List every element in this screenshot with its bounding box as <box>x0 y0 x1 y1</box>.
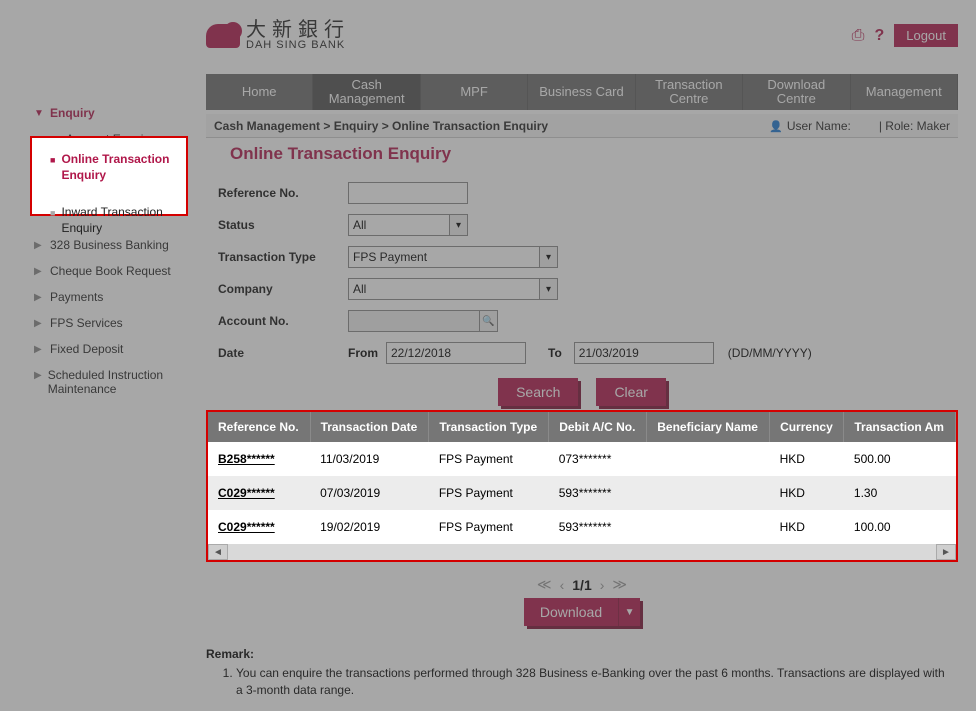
to-label: To <box>548 346 562 360</box>
col-date: Transaction Date <box>310 412 429 442</box>
sidebar-item-scheduled[interactable]: ▶Scheduled Instruction Maintenance <box>34 362 186 402</box>
header: 大新銀行 DAH SING BANK ⎙ ? Logout <box>206 20 958 51</box>
col-ccy: Currency <box>770 412 844 442</box>
pager-prev-icon[interactable]: ‹ <box>560 577 565 593</box>
type-select[interactable] <box>348 246 558 268</box>
sidebar-enquiry[interactable]: ▼ Enquiry <box>34 100 186 126</box>
bullet-icon: ■ <box>50 155 55 165</box>
account-label: Account No. <box>218 314 348 328</box>
sidebar-item-cheque[interactable]: ▶Cheque Book Request <box>34 258 186 284</box>
table-header-row: Reference No. Transaction Date Transacti… <box>208 412 956 442</box>
brand-name-cn: 大新銀行 <box>246 20 350 40</box>
scroll-right-icon[interactable]: ► <box>936 544 956 560</box>
brand-logo: 大新銀行 DAH SING BANK <box>206 20 350 51</box>
chevron-right-icon: ▶ <box>34 344 44 355</box>
reference-input[interactable] <box>348 182 468 204</box>
type-label: Transaction Type <box>218 250 348 264</box>
pager-next-icon[interactable]: › <box>600 577 605 593</box>
chevron-down-icon[interactable]: ▾ <box>539 247 557 267</box>
main-nav: Home Cash Management MPF Business Card T… <box>206 74 958 110</box>
pager-last-icon[interactable]: ≫ <box>612 576 627 593</box>
col-type: Transaction Type <box>429 412 549 442</box>
table-row[interactable]: B258****** 11/03/2019 FPS Payment 073***… <box>208 442 956 476</box>
sidebar-item-inward-trans[interactable]: ■ Inward Transaction Enquiry <box>50 199 180 242</box>
sidebar-item-fps[interactable]: ▶FPS Services <box>34 310 186 336</box>
role-label: | Role: Maker <box>879 119 950 133</box>
breadcrumb: Cash Management > Enquiry > Online Trans… <box>214 119 548 133</box>
page-title: Online Transaction Enquiry <box>230 144 451 164</box>
nav-transaction-centre[interactable]: Transaction Centre <box>636 74 743 110</box>
download-row: Download ▼ <box>206 598 958 626</box>
breadcrumb-bar: Cash Management > Enquiry > Online Trans… <box>206 114 958 138</box>
chevron-right-icon: ▶ <box>34 266 44 277</box>
pager-first-icon[interactable]: ≪ <box>537 576 552 593</box>
nav-home[interactable]: Home <box>206 74 313 110</box>
download-button[interactable]: Download ▼ <box>524 598 640 626</box>
chevron-down-icon[interactable]: ▾ <box>449 215 467 235</box>
print-icon[interactable]: ⎙ <box>852 27 865 45</box>
date-to-input[interactable] <box>574 342 714 364</box>
nav-mpf[interactable]: MPF <box>421 74 528 110</box>
remark: Remark: You can enquire the transactions… <box>206 646 952 698</box>
ref-link[interactable]: B258****** <box>218 452 275 466</box>
horizontal-scrollbar[interactable]: ◄ ► <box>208 544 956 560</box>
date-label: Date <box>218 346 348 360</box>
date-hint: (DD/MM/YYYY) <box>728 346 812 360</box>
ref-label: Reference No. <box>218 186 348 200</box>
sidebar-item-fixed-deposit[interactable]: ▶Fixed Deposit <box>34 336 186 362</box>
pager-position: 1/1 <box>572 577 591 593</box>
chevron-down-icon[interactable]: ▾ <box>539 279 557 299</box>
bullet-icon: ■ <box>50 208 55 218</box>
table-row[interactable]: C029****** 07/03/2019 FPS Payment 593***… <box>208 476 956 510</box>
status-label: Status <box>218 218 348 232</box>
chevron-right-icon: ▶ <box>34 292 44 303</box>
scroll-left-icon[interactable]: ◄ <box>208 544 228 560</box>
nav-cash-management[interactable]: Cash Management <box>313 74 420 110</box>
pager: ≪ ‹ 1/1 › ≫ <box>206 576 958 593</box>
results-table: Reference No. Transaction Date Transacti… <box>208 412 956 544</box>
col-ref: Reference No. <box>208 412 310 442</box>
sidebar-item-payments[interactable]: ▶Payments <box>34 284 186 310</box>
company-select[interactable] <box>348 278 558 300</box>
sidebar-highlight: ■ Online Transaction Enquiry ■ Inward Tr… <box>30 136 188 216</box>
col-amt: Transaction Am <box>844 412 956 442</box>
col-debit: Debit A/C No. <box>549 412 647 442</box>
date-from-input[interactable] <box>386 342 526 364</box>
nav-management[interactable]: Management <box>851 74 958 110</box>
help-icon[interactable]: ? <box>874 27 884 45</box>
account-input[interactable] <box>348 310 498 332</box>
from-label: From <box>348 346 378 360</box>
user-icon: 👤 <box>769 121 783 133</box>
table-row[interactable]: C029****** 19/02/2019 FPS Payment 593***… <box>208 510 956 544</box>
chevron-right-icon: ▶ <box>34 370 42 381</box>
ref-link[interactable]: C029****** <box>218 520 275 534</box>
sidebar-item-online-trans[interactable]: ■ Online Transaction Enquiry <box>50 146 180 189</box>
enquiry-form: Reference No. Status ▾ Transaction Type … <box>218 178 952 370</box>
brand-name-en: DAH SING BANK <box>246 40 350 51</box>
logo-mark-icon <box>206 24 240 48</box>
remark-item: You can enquire the transactions perform… <box>236 665 952 699</box>
logout-button[interactable]: Logout <box>894 24 958 47</box>
nav-download-centre[interactable]: Download Centre <box>743 74 850 110</box>
action-buttons: Search Clear <box>206 378 958 406</box>
ref-link[interactable]: C029****** <box>218 486 275 500</box>
col-bene: Beneficiary Name <box>647 412 770 442</box>
company-label: Company <box>218 282 348 296</box>
chevron-right-icon: ▶ <box>34 318 44 329</box>
search-icon[interactable]: 🔍 <box>479 311 497 331</box>
clear-button[interactable]: Clear <box>596 378 665 406</box>
user-name-label: 👤User Name: <box>769 119 851 133</box>
chevron-down-icon: ▼ <box>34 108 44 119</box>
chevron-down-icon[interactable]: ▼ <box>618 598 640 626</box>
nav-business-card[interactable]: Business Card <box>528 74 635 110</box>
remark-title: Remark: <box>206 646 952 663</box>
table-highlight: Reference No. Transaction Date Transacti… <box>206 410 958 562</box>
search-button[interactable]: Search <box>498 378 578 406</box>
